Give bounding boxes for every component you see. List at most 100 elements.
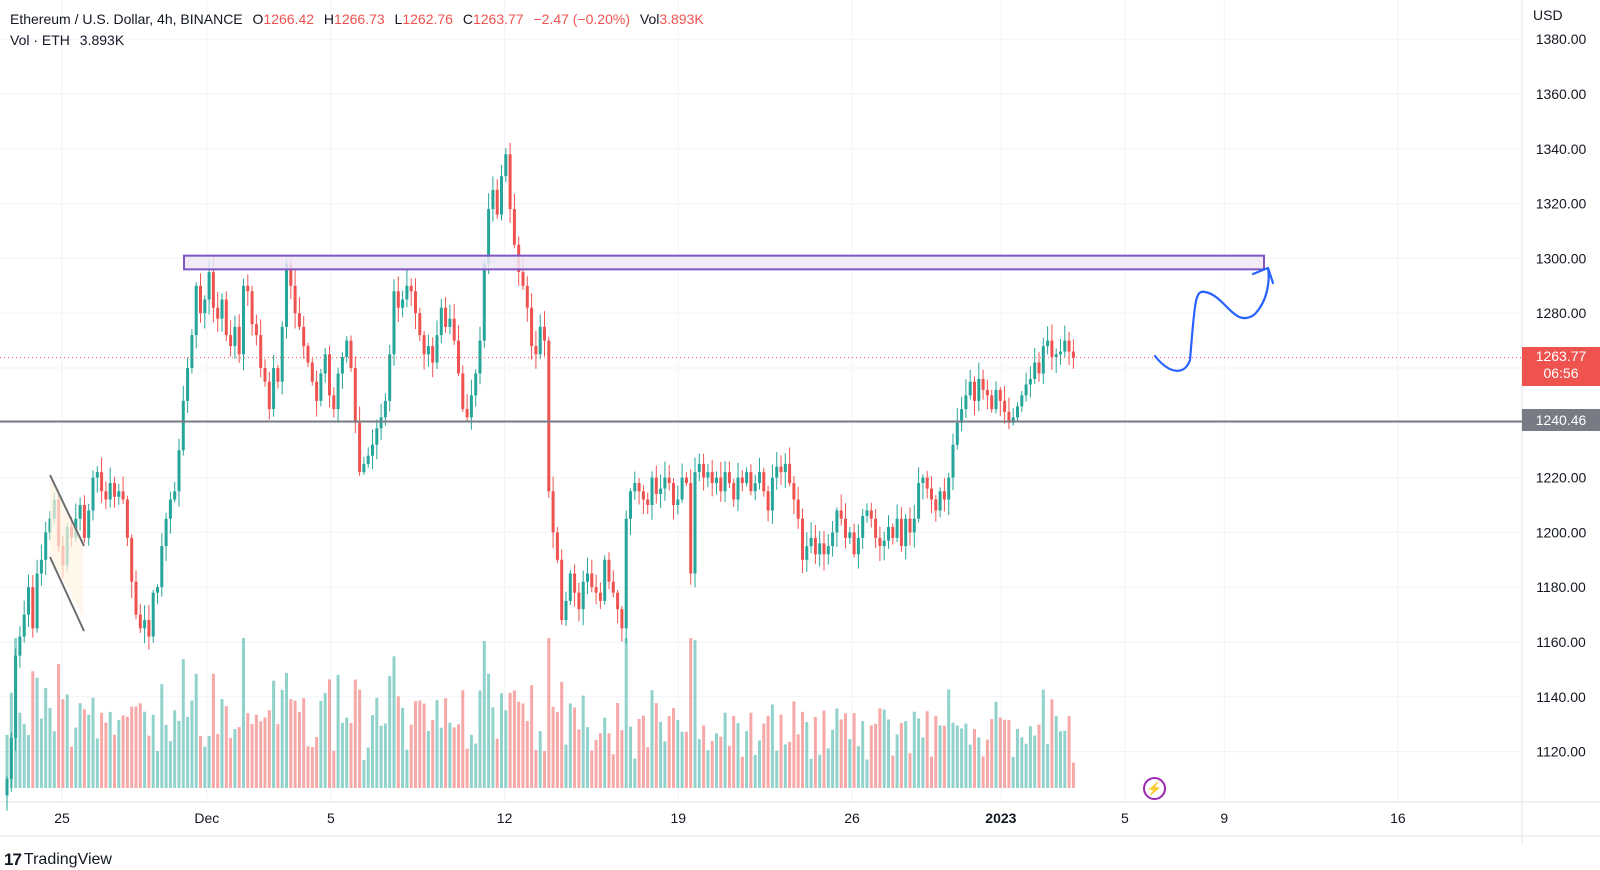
tradingview-logo[interactable]: 17 TradingView <box>4 850 112 870</box>
volume-bar <box>831 729 835 788</box>
volume-bar <box>70 746 73 788</box>
volume-bar <box>1050 699 1054 788</box>
volume-bar <box>1059 731 1062 788</box>
volume-bar <box>388 675 392 788</box>
open-value: 1266.42 <box>263 11 315 27</box>
candle-body <box>831 532 835 547</box>
candle-body <box>353 368 357 423</box>
currency-label[interactable]: USD <box>1533 7 1563 23</box>
volume-bar <box>186 716 190 788</box>
volume-legend[interactable]: Vol · ETH 3.893K <box>10 32 124 48</box>
candle-body <box>947 477 951 500</box>
candle-body <box>108 483 112 500</box>
volume-bar <box>912 711 916 788</box>
candle-body <box>500 176 503 215</box>
volume-bar <box>646 747 650 788</box>
volume-bar <box>693 640 697 788</box>
volume-bar <box>930 756 933 788</box>
candle-body <box>482 263 486 341</box>
candle-body <box>1011 417 1015 423</box>
volume-bar <box>672 708 675 788</box>
candle-body <box>598 592 602 601</box>
volume-bar <box>882 709 886 788</box>
candle-body <box>100 472 104 492</box>
last-price-value: 1263.77 <box>1535 348 1587 364</box>
volume-bar <box>199 736 202 788</box>
volume-bar <box>173 710 177 788</box>
volume-bar <box>805 722 809 788</box>
volume-bar <box>766 715 770 788</box>
candle-body <box>27 587 30 615</box>
volume-bar <box>233 729 237 788</box>
volume-bar <box>143 711 147 788</box>
candle-body <box>805 546 809 560</box>
candle-body <box>543 326 546 341</box>
candle-body <box>444 307 448 327</box>
candle-body <box>229 335 233 347</box>
candle-body <box>289 263 293 286</box>
candle-body <box>564 600 568 621</box>
candle-body <box>710 472 714 484</box>
volume-bar <box>100 712 104 788</box>
candle-body <box>478 340 482 374</box>
change-value: −2.47 (−0.20%) <box>533 11 630 27</box>
time-tick-label: 2023 <box>985 810 1016 826</box>
volume-bar <box>990 719 994 788</box>
candle-body <box>1033 362 1037 379</box>
candle-body <box>732 483 736 500</box>
time-tick-label: 12 <box>497 810 513 826</box>
volume-bar <box>224 706 228 788</box>
candle-body <box>138 614 142 629</box>
candle-body <box>818 543 822 555</box>
lightning-icon[interactable]: ⚡ <box>1143 777 1166 800</box>
volume-bar <box>732 715 736 788</box>
volume-bar <box>775 750 779 788</box>
volume-bar <box>736 722 740 788</box>
symbol-title: Ethereum / U.S. Dollar, 4h, BINANCE <box>10 11 243 27</box>
time-tick-label: 5 <box>327 810 335 826</box>
candle-body <box>689 483 693 574</box>
volume-bar <box>869 725 873 788</box>
volume-bar <box>297 712 301 788</box>
volume-bar <box>637 718 641 788</box>
volume-bar <box>27 735 30 788</box>
candle-body <box>538 326 542 355</box>
volume-bar <box>560 681 564 788</box>
volume-bar <box>190 700 194 788</box>
volume-bar <box>44 688 48 788</box>
candle-body <box>865 510 869 516</box>
volume-bar <box>315 737 319 788</box>
symbol-legend[interactable]: Ethereum / U.S. Dollar, 4h, BINANCE O126… <box>10 11 710 27</box>
volume-bar <box>568 703 572 788</box>
candle-body <box>143 620 147 629</box>
volume-bar <box>323 692 327 788</box>
volume-bar <box>835 708 839 788</box>
volume-bar <box>117 719 121 788</box>
volume-bar <box>573 707 577 788</box>
volume-indicator-value: 3.893K <box>79 32 125 48</box>
volume-bar <box>125 716 129 788</box>
candle-body <box>254 324 258 336</box>
close-label: C <box>462 11 473 27</box>
candle-body <box>392 291 396 355</box>
candle-body <box>603 559 607 601</box>
volume-bar <box>710 740 714 788</box>
candle-body <box>650 477 654 505</box>
volume-bar <box>878 708 882 788</box>
candle-body <box>904 518 908 547</box>
candle-body <box>1046 340 1050 347</box>
volume-bar <box>861 721 865 788</box>
volume-bar <box>1054 716 1058 788</box>
candle-body <box>568 573 572 601</box>
price-axis: 1120.00 1140.00 1160.00 1180.00 1200.00 1220.… <box>1536 31 1587 759</box>
candle-body <box>280 326 284 382</box>
volume-bar <box>689 638 693 788</box>
candle-body <box>95 472 99 478</box>
volume-bar <box>530 685 534 788</box>
price-tick-label: 1200.00 <box>1536 524 1587 540</box>
volume-bar <box>934 715 938 788</box>
volume-bar <box>762 723 766 788</box>
candle-body <box>1028 378 1032 385</box>
volume-bar <box>895 734 899 788</box>
